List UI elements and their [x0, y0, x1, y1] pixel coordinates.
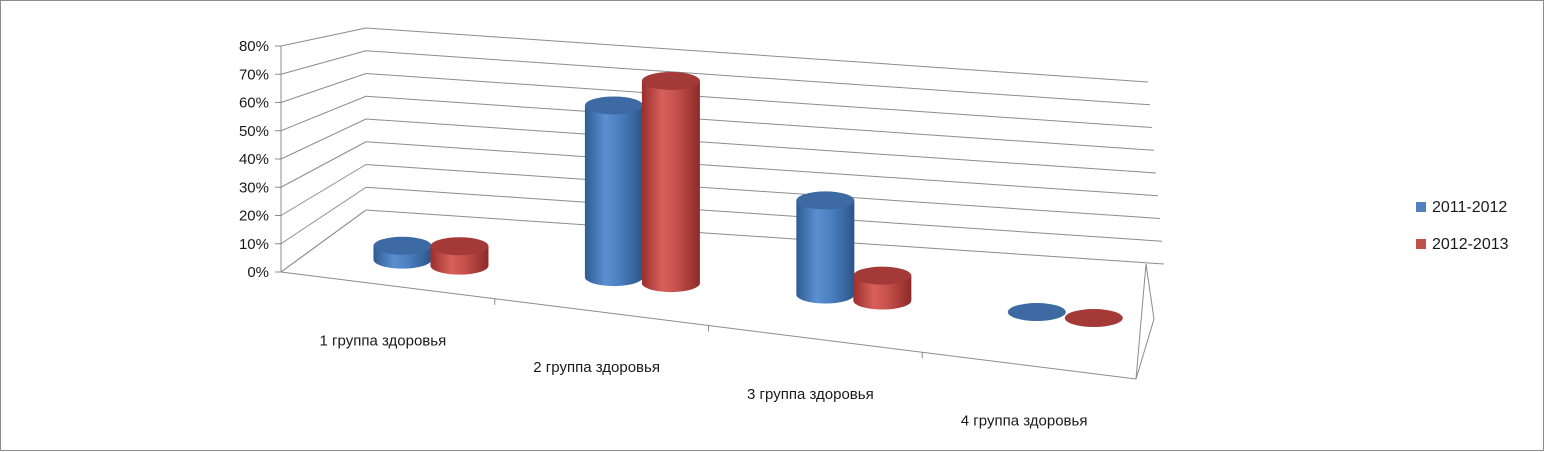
- bar-body: [584, 105, 643, 287]
- category-label: 3 группа здоровья: [747, 386, 874, 403]
- gridline-back: [365, 50, 1151, 106]
- y-tick-label: 10%: [239, 236, 269, 253]
- y-tick-label: 0%: [247, 264, 269, 281]
- legend-swatch: [1416, 239, 1426, 249]
- bar-blue: [1007, 303, 1066, 322]
- category-label: 1 группа здоровья: [320, 332, 447, 349]
- gridline-back: [365, 95, 1155, 151]
- legend-label: 2011-2012: [1432, 199, 1507, 216]
- bar-top: [796, 191, 855, 210]
- y-tick-label: 50%: [239, 123, 269, 140]
- legend-swatch: [1416, 202, 1426, 212]
- legend: 2011-2012 2012-2013: [1416, 199, 1509, 253]
- y-tick-label: 40%: [239, 151, 269, 168]
- bar-top: [1064, 309, 1123, 328]
- bar-red: [641, 71, 700, 293]
- gridline-side: [280, 50, 367, 75]
- y-tick-label: 20%: [239, 208, 269, 225]
- bar-blue: [373, 236, 432, 269]
- category-labels: 1 группа здоровья 2 группа здоровья 3 груп…: [320, 332, 1088, 429]
- bar-body: [853, 275, 912, 310]
- gridline-side: [280, 73, 367, 103]
- category-label: 2 группа здоровья: [533, 359, 660, 376]
- bar-top: [1007, 303, 1066, 322]
- gridline-side: [280, 209, 367, 273]
- bar-top: [853, 266, 912, 285]
- gridline-back: [365, 186, 1163, 242]
- gridline-back: [365, 73, 1153, 128]
- y-tick-label: 80%: [239, 38, 269, 55]
- gridline-back: [365, 164, 1161, 219]
- gridlines: [280, 27, 1165, 273]
- bars: [373, 71, 1123, 328]
- legend-label: 2012-2013: [1432, 236, 1509, 253]
- gridline-side: [280, 27, 367, 47]
- bar-blue: [584, 96, 643, 287]
- y-tick-label: 70%: [239, 66, 269, 83]
- floor-right-drop: [1145, 263, 1155, 320]
- gridline-back: [365, 27, 1149, 83]
- y-tick-label: 30%: [239, 179, 269, 196]
- bar-body: [641, 80, 700, 293]
- floor-right-edge: [1135, 263, 1147, 380]
- gridline-side: [280, 95, 367, 132]
- y-axis-ticks: 0% 10% 20% 30% 40% 50% 60% 70% 80%: [239, 38, 281, 281]
- bar-top: [373, 236, 432, 255]
- x-axis-ticks: [494, 298, 923, 359]
- gridline-side: [280, 164, 367, 216]
- gridline-back: [365, 118, 1157, 174]
- bar-red: [430, 237, 489, 275]
- gridline-back: [365, 141, 1159, 197]
- gridline-side: [280, 186, 367, 245]
- y-tick-label: 60%: [239, 95, 269, 112]
- bar-top: [430, 237, 489, 256]
- bar-top: [641, 71, 700, 90]
- gridline-side: [280, 118, 367, 160]
- bar-body: [796, 200, 855, 304]
- gridline-side: [280, 141, 367, 188]
- gridline-back: [365, 209, 1165, 265]
- bar-red: [853, 266, 912, 310]
- bar-top: [584, 96, 643, 115]
- floor-right-side: [1135, 318, 1155, 380]
- category-label: 4 группа здоровья: [961, 413, 1088, 430]
- bar-blue: [796, 191, 855, 304]
- bar-red: [1064, 309, 1123, 328]
